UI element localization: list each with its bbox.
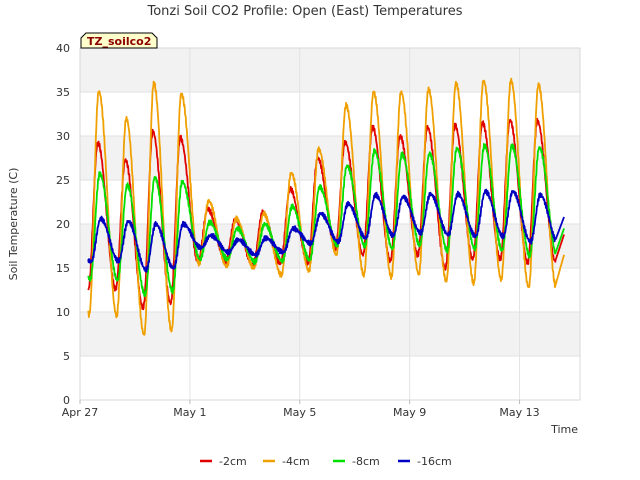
y-tick-label: 5: [63, 350, 70, 363]
station-label-shape: [80, 32, 158, 49]
plot-band: [80, 136, 580, 180]
legend-label: -4cm: [282, 455, 310, 468]
series-line-8cm: [87, 142, 565, 298]
x-tick-label: May 13: [499, 406, 539, 419]
legend-item-8cm: -8cm: [333, 455, 380, 468]
x-tick-label: May 1: [173, 406, 206, 419]
legend-label: -16cm: [417, 455, 452, 468]
y-tick-label: 0: [63, 394, 70, 407]
y-tick-label: 10: [56, 306, 70, 319]
series-line-16cm: [87, 188, 565, 273]
y-tick-label: 15: [56, 262, 70, 275]
x-axis-ticks: Apr 27 May 1 May 5 May 9 May 13: [62, 400, 540, 419]
plot-border: [79, 47, 581, 401]
legend-label: -8cm: [352, 455, 380, 468]
legend-item-2cm: -2cm: [200, 455, 247, 468]
series-lines: [87, 77, 565, 336]
y-tick-label: 30: [56, 130, 70, 143]
station-label-box: TZ_soilco2: [80, 32, 158, 49]
legend-label: -2cm: [219, 455, 247, 468]
station-label: TZ_soilco2: [87, 35, 151, 48]
x-axis-label: Time: [550, 423, 578, 436]
plot-band: [80, 48, 580, 92]
x-tick-label: Apr 27: [62, 406, 99, 419]
legend-item-4cm: -4cm: [263, 455, 310, 468]
series-line-4cm: [87, 77, 565, 336]
x-tick-label: May 5: [283, 406, 316, 419]
x-tick-label: May 9: [393, 406, 426, 419]
plot-band: [80, 312, 580, 356]
y-axis-ticks: 0 5 10 15 20 25 30 35 40: [56, 42, 70, 407]
y-tick-label: 25: [56, 174, 70, 187]
y-axis-label: Soil Temperature (C): [7, 168, 20, 281]
legend-item-16cm: -16cm: [398, 455, 452, 468]
chart-title: Tonzi Soil CO2 Profile: Open (East) Temp…: [146, 4, 462, 19]
y-tick-label: 20: [56, 218, 70, 231]
y-tick-label: 40: [56, 42, 70, 55]
y-tick-label: 35: [56, 86, 70, 99]
legend: -2cm -4cm -8cm -16cm: [200, 455, 452, 468]
